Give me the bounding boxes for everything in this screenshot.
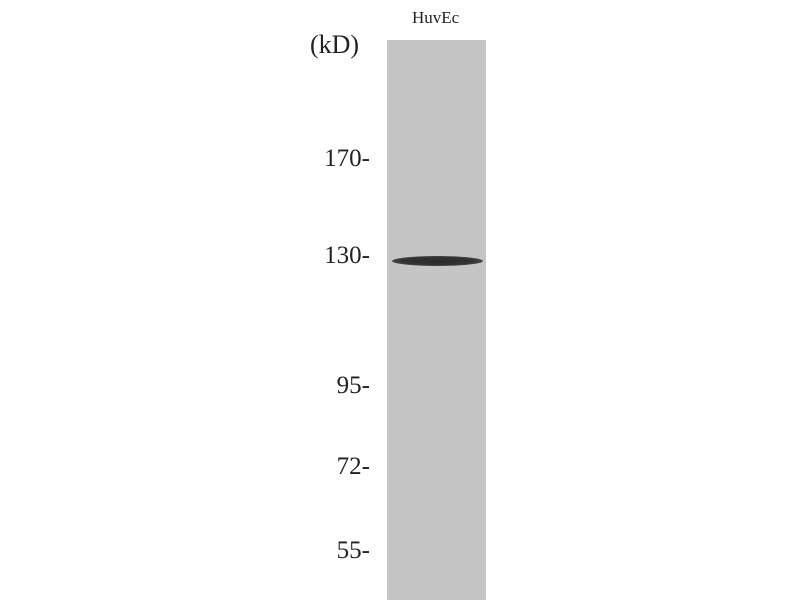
marker-55: 55-: [336, 537, 370, 564]
marker-95: 95-: [336, 372, 370, 399]
marker-130: 130-: [324, 242, 370, 269]
unit-label: (kD): [310, 30, 360, 59]
marker-170: 170-: [324, 145, 370, 172]
marker-72: 72-: [336, 453, 370, 480]
lane-label-huvec: HuvEc: [412, 8, 460, 27]
blot-lane-huvec: [387, 40, 486, 600]
protein-band-130kd: [392, 256, 483, 266]
